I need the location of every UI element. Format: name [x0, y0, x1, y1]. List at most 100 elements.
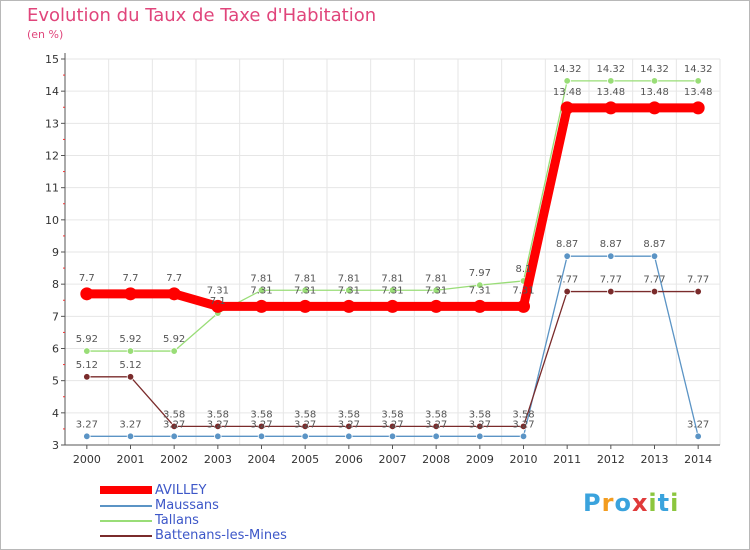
- legend-item: Battenans-les-Mines: [100, 528, 330, 543]
- data-point: [80, 287, 94, 301]
- x-tick-label: 2013: [641, 453, 669, 466]
- x-tick-label: 2001: [117, 453, 145, 466]
- data-point: [388, 422, 397, 431]
- data-point: [691, 101, 705, 115]
- y-tick-label: 9: [52, 246, 59, 259]
- data-point: [648, 101, 661, 115]
- x-tick-label: 2012: [597, 453, 625, 466]
- logo-letter: i: [648, 489, 658, 517]
- data-label: 7.31: [338, 285, 360, 296]
- x-tick-label: 2003: [204, 453, 232, 466]
- data-point: [345, 432, 353, 441]
- data-point: [126, 347, 135, 355]
- data-point: [301, 432, 309, 441]
- y-tick-label: 10: [45, 214, 59, 227]
- data-label: 3.27: [469, 419, 491, 430]
- legend-swatch: [100, 520, 152, 522]
- data-label: 14.32: [640, 64, 669, 75]
- legend-label: Tallans: [155, 513, 199, 528]
- data-point: [83, 373, 91, 381]
- legend-item: AVILLEY: [100, 483, 330, 498]
- data-label: 14.32: [684, 64, 713, 75]
- data-label: 3.58: [163, 409, 185, 420]
- data-point: [519, 432, 528, 441]
- data-point: [694, 77, 702, 85]
- data-point: [83, 432, 91, 441]
- legend-item: Maussans: [100, 498, 330, 513]
- logo-letter: x: [631, 489, 649, 517]
- y-tick-label: 6: [52, 343, 59, 356]
- data-label: 7.7: [123, 273, 139, 284]
- data-label: 7.31: [469, 285, 491, 296]
- x-tick-label: 2000: [73, 453, 101, 466]
- logo-letter: P: [583, 489, 602, 517]
- data-label: 7.7: [79, 273, 95, 284]
- data-point: [345, 286, 353, 294]
- data-label: 3.58: [338, 409, 360, 420]
- data-label: 7.81: [250, 273, 272, 284]
- data-label: 5.92: [163, 334, 185, 345]
- data-point: [388, 286, 397, 294]
- legend-swatch: [100, 486, 152, 494]
- data-label: 13.48: [684, 87, 713, 98]
- data-label: 7.97: [469, 268, 491, 279]
- chart-subtitle: (en %): [27, 28, 64, 41]
- x-tick-label: 2008: [422, 453, 450, 466]
- y-tick-label: 11: [45, 182, 59, 195]
- data-label: 3.27: [207, 419, 229, 430]
- data-point: [476, 281, 484, 289]
- data-point: [607, 287, 615, 296]
- x-tick-label: 2005: [291, 453, 319, 466]
- data-point: [214, 422, 222, 431]
- data-point: [432, 422, 440, 431]
- data-label: 7.81: [294, 273, 316, 284]
- x-tick-label: 2009: [466, 453, 494, 466]
- data-point: [167, 287, 181, 301]
- y-tick-label: 3: [52, 439, 59, 452]
- data-point: [211, 299, 225, 313]
- data-label: 7.77: [600, 275, 622, 286]
- data-point: [694, 287, 702, 296]
- data-label: 8.1: [516, 264, 532, 275]
- logo-letter: o: [614, 489, 632, 517]
- data-label: 14.32: [553, 64, 582, 75]
- data-label: 3.27: [425, 419, 447, 430]
- data-label: 7.31: [294, 285, 316, 296]
- data-point: [650, 77, 659, 85]
- data-point: [517, 299, 530, 313]
- x-tick-label: 2011: [553, 453, 581, 466]
- y-tick-label: 7: [52, 310, 59, 323]
- data-point: [563, 77, 571, 85]
- data-point: [386, 299, 399, 313]
- data-point: [388, 432, 397, 441]
- data-point: [650, 252, 659, 260]
- legend-label: AVILLEY: [155, 483, 207, 498]
- y-tick-label: 13: [45, 117, 59, 130]
- data-point: [519, 422, 528, 431]
- data-label: 3.58: [250, 409, 272, 420]
- data-label: 3.58: [381, 409, 403, 420]
- data-label: 7.31: [381, 285, 403, 296]
- data-point: [607, 252, 615, 260]
- data-point: [298, 299, 312, 313]
- data-label: 3.27: [338, 419, 360, 430]
- data-point: [432, 286, 440, 294]
- data-label: 3.27: [381, 419, 403, 430]
- data-label: 5.12: [119, 360, 141, 371]
- data-label: 3.27: [119, 419, 141, 430]
- data-label: 5.12: [76, 360, 98, 371]
- data-label: 7.81: [381, 273, 403, 284]
- data-point: [170, 422, 178, 431]
- legend-item: Tallans: [100, 513, 330, 528]
- data-point: [83, 347, 91, 355]
- data-point: [563, 287, 571, 296]
- data-point: [170, 432, 178, 441]
- data-label: 3.27: [294, 419, 316, 430]
- data-label: 7.31: [207, 285, 229, 296]
- data-point: [604, 101, 618, 115]
- data-point: [432, 432, 440, 441]
- data-point: [342, 299, 356, 313]
- legend: AVILLEY Maussans Tallans Battenans-les-Mine…: [100, 483, 330, 543]
- legend-swatch: [100, 505, 152, 507]
- x-tick-label: 2007: [379, 453, 407, 466]
